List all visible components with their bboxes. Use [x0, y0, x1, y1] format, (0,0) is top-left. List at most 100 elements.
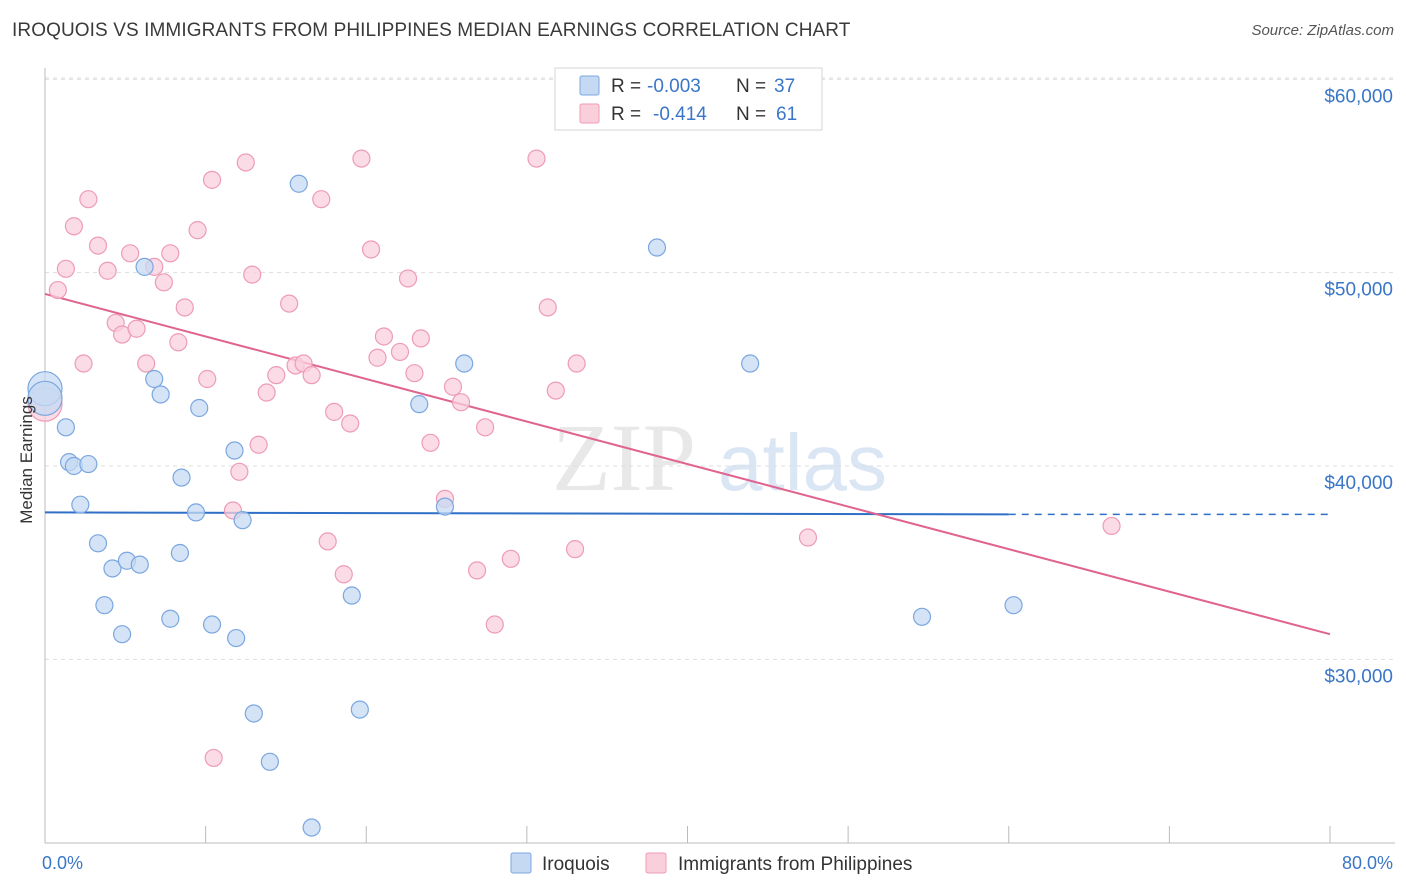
watermark-zip: ZIP [552, 404, 696, 511]
legend-n-label-2: N = [736, 104, 766, 125]
series-legend: Iroquois Immigrants from Philippines [510, 852, 912, 875]
iroquois-point [112, 625, 132, 644]
bottom-legend-swatch-philippines [645, 852, 667, 874]
x-tick-label-min: 0.0% [42, 853, 83, 873]
iroquois-point [410, 395, 429, 414]
philippines-point [390, 342, 410, 362]
y-tick-label: $30,000 [1324, 666, 1393, 687]
iroquois-point [342, 586, 361, 605]
philippines-point [48, 280, 67, 300]
philippines-point [249, 435, 268, 454]
iroquois-point [190, 398, 209, 418]
philippines-point [74, 354, 93, 373]
philippines-point [64, 217, 84, 236]
iroquois-point [71, 495, 90, 514]
iroquois-point [741, 354, 760, 373]
iroquois-point [244, 704, 263, 723]
correlation-legend: R = -0.003 N = 37 R = -0.414 N = 61 [554, 67, 823, 131]
philippines-point [374, 327, 394, 346]
philippines-point [398, 269, 418, 288]
philippines-point [302, 366, 321, 385]
philippines-point [485, 615, 504, 634]
philippines-point [175, 298, 194, 317]
legend-n-value-philippines: 61 [776, 104, 797, 125]
philippines-point [538, 298, 557, 317]
philippines-point [546, 381, 565, 400]
philippines-point [198, 369, 217, 389]
philippines-point [230, 462, 249, 481]
iroquois-point [103, 559, 122, 578]
trend-lines [44, 292, 1331, 636]
philippines-point [361, 240, 381, 259]
iroquois-point [202, 615, 222, 634]
iroquois-point [455, 354, 474, 373]
philippines-point [421, 433, 440, 452]
iroquois-point [172, 468, 191, 487]
philippines-point [318, 532, 337, 551]
bottom-legend-label-philippines: Immigrants from Philippines [678, 854, 912, 875]
iroquois-point [225, 441, 244, 460]
iroquois-point [130, 555, 149, 574]
iroquois-point [912, 607, 932, 626]
philippines-point [280, 294, 299, 313]
philippines-point [79, 190, 98, 209]
philippines-point [405, 364, 424, 383]
iroquois-point [79, 454, 98, 474]
iroquois-trend-line [44, 511, 1009, 516]
watermark-atlas: atlas [718, 418, 887, 507]
iroquois-point [647, 238, 667, 257]
philippines-point [798, 528, 818, 547]
philippines-point [257, 383, 276, 402]
iroquois-point [289, 174, 308, 193]
iroquois-point [170, 543, 190, 563]
y-axis-label: Median Earnings [17, 396, 36, 524]
iroquois-point [1004, 596, 1023, 615]
philippines-point [243, 265, 262, 284]
y-tick-label: $40,000 [1324, 473, 1393, 494]
philippines-point [1102, 516, 1121, 536]
iroquois-point [95, 596, 114, 615]
philippines-point [161, 244, 180, 263]
philippines-point [137, 354, 156, 373]
legend-r-label-1: R = [611, 76, 641, 97]
philippines-point [411, 329, 430, 348]
iroquois-point [302, 818, 321, 837]
legend-r-label-2: R = [611, 104, 641, 125]
iroquois-point [151, 385, 170, 404]
legend-n-value-iroquois: 37 [774, 76, 795, 97]
legend-swatch-philippines [579, 103, 600, 124]
iroquois-point [145, 369, 164, 389]
philippines-point [451, 393, 471, 412]
iroquois-point [186, 503, 206, 522]
iroquois-point [435, 497, 455, 516]
axes: $30,000 $40,000 $50,000 $60,000 0.0% 80.0% [42, 68, 1395, 873]
philippines-point [267, 366, 286, 385]
philippines-point [501, 549, 520, 568]
philippines-point [476, 418, 495, 437]
philippines-point [204, 748, 223, 768]
philippines-point [567, 354, 586, 373]
legend-n-label-1: N = [736, 76, 766, 97]
legend-r-value-iroquois: -0.003 [647, 76, 701, 97]
iroquois-point [27, 380, 63, 416]
data-points [27, 149, 1121, 837]
bottom-legend-swatch-iroquois [510, 852, 532, 874]
legend-r-value-philippines: -0.414 [653, 104, 707, 125]
philippines-point [443, 377, 463, 396]
philippines-point [188, 221, 207, 240]
iroquois-point [88, 534, 108, 553]
chart-title: IROQUOIS VS IMMIGRANTS FROM PHILIPPINES … [12, 20, 851, 41]
x-tick-label-max: 80.0% [1342, 853, 1393, 873]
philippines-point [341, 414, 360, 433]
y-tick-label: $50,000 [1324, 280, 1393, 301]
iroquois-point [227, 628, 246, 648]
philippines-point [325, 402, 344, 421]
philippines-point [169, 333, 188, 352]
bottom-legend-label-iroquois: Iroquois [542, 854, 610, 875]
iroquois-point [233, 511, 252, 530]
philippines-point [88, 236, 108, 255]
philippines-point [56, 259, 75, 278]
philippines-point [467, 561, 487, 580]
philippines-point [565, 540, 585, 559]
